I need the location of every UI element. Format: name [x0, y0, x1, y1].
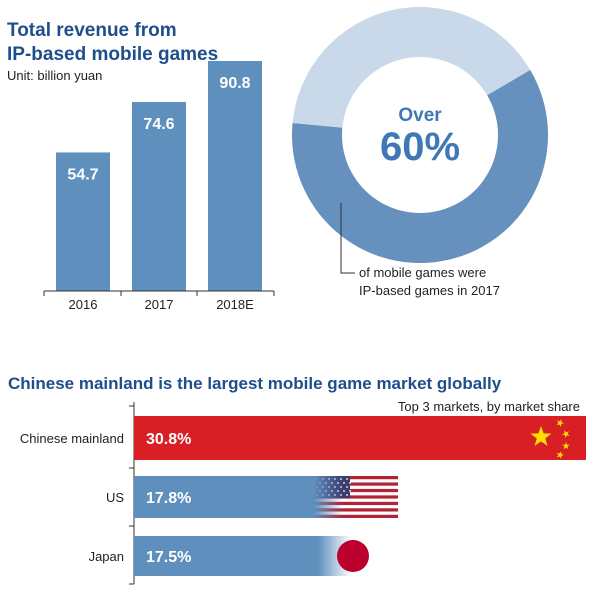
china-flag-small-stars — [556, 419, 570, 459]
us-flag-star-icon — [343, 482, 345, 484]
us-flag-star-icon — [331, 482, 333, 484]
chart-title-line-1: Total revenue from — [7, 20, 177, 41]
bar-group: 54.7 74.6 90.8 — [56, 61, 262, 291]
us-flag-star-icon — [346, 486, 348, 488]
us-flag-star-icon — [316, 494, 318, 496]
us-flag-star-icon — [319, 490, 321, 492]
x-tick-label: 2018E — [216, 297, 254, 312]
us-flag-star-icon — [346, 478, 348, 480]
y-category-label: Chinese mainland — [20, 431, 124, 446]
us-flag-stripe — [314, 492, 398, 496]
japan-flag — [318, 536, 392, 576]
hbar-group: 30.8% Chinese mainland 17.8% US 17.5% Japan — [20, 405, 586, 585]
us-flag-stars — [316, 478, 351, 496]
us-flag-star-icon — [349, 490, 351, 492]
us-flag-star-icon — [325, 482, 327, 484]
us-flag-stripe — [314, 511, 398, 516]
y-category-label: Japan — [89, 549, 124, 564]
bar-value-label: 54.7 — [67, 166, 98, 183]
y-category-label: US — [106, 490, 124, 505]
bar-2017 — [132, 102, 186, 291]
us-flag — [314, 476, 398, 519]
x-tick-label: 2016 — [69, 297, 98, 312]
us-flag-star-icon — [328, 478, 330, 480]
us-flag-star-icon — [346, 494, 348, 496]
us-flag-star-icon — [325, 490, 327, 492]
china-flag-big-star-icon — [530, 426, 552, 446]
us-flag-star-icon — [340, 486, 342, 488]
us-flag-star-icon — [331, 490, 333, 492]
hbar-value-label: 17.5% — [146, 549, 191, 566]
chart-subtitle: Top 3 markets, by market share — [398, 399, 580, 414]
us-flag-star-icon — [349, 482, 351, 484]
us-flag-stripe — [314, 485, 398, 490]
bar-value-label: 90.8 — [219, 75, 250, 92]
chart-title: Chinese mainland is the largest mobile g… — [8, 374, 502, 393]
hbar-value-label: 30.8% — [146, 431, 191, 448]
bar-2018E — [208, 61, 262, 291]
donut-center-label: Over — [398, 105, 442, 126]
market-share-bar-chart: Chinese mainland is the largest mobile g… — [8, 374, 586, 585]
us-flag-star-icon — [337, 490, 339, 492]
annotation-leader-line — [340, 203, 355, 274]
x-tick-label: 2017 — [145, 297, 174, 312]
us-flag-stripe — [314, 479, 398, 483]
us-flag-stripe — [314, 476, 398, 480]
us-flag-stripe — [314, 514, 398, 519]
us-flag-star-icon — [343, 490, 345, 492]
annotation-line-1: of mobile games were — [359, 265, 486, 280]
us-flag-star-icon — [334, 494, 336, 496]
us-flag-star-icon — [322, 486, 324, 488]
us-flag-star-icon — [322, 494, 324, 496]
donut-slice-2 — [292, 6, 531, 128]
us-flag-star-icon — [340, 478, 342, 480]
us-flag-canton — [314, 476, 350, 498]
us-flag-star-icon — [340, 494, 342, 496]
chart-title-line-2: IP-based mobile games — [7, 44, 218, 65]
us-flag-star-icon — [322, 478, 324, 480]
hbar-chinese-mainland — [134, 416, 586, 460]
china-flag — [530, 419, 570, 459]
us-flag-star-icon — [316, 478, 318, 480]
us-flag-star-icon — [334, 486, 336, 488]
us-flag-stripes — [314, 476, 398, 519]
donut-center-value: 60% — [380, 125, 460, 169]
us-flag-stripe — [314, 482, 398, 486]
japan-flag-sun-icon — [337, 540, 369, 572]
revenue-bar-chart: Total revenue from IP-based mobile games… — [7, 20, 275, 312]
us-flag-stripe — [314, 508, 398, 512]
us-flag-stripe — [314, 505, 398, 509]
us-flag-stripe — [314, 501, 398, 506]
us-flag-star-icon — [334, 478, 336, 480]
us-flag-stripe — [314, 498, 398, 503]
donut-group — [292, 6, 548, 263]
x-axis-ticks: 2016 2017 2018E — [43, 291, 275, 312]
ip-share-donut-chart: Over 60% of mobile games were IP-based g… — [292, 6, 548, 298]
us-flag-stripe — [314, 495, 398, 499]
us-flag-star-icon — [328, 494, 330, 496]
us-flag-stripe — [314, 488, 398, 493]
annotation-line-2: IP-based games in 2017 — [359, 283, 500, 298]
us-flag-star-icon — [328, 486, 330, 488]
china-flag-small-star-icon — [562, 442, 570, 450]
donut-slice-1 — [292, 69, 548, 263]
unit-label: Unit: billion yuan — [7, 68, 102, 83]
hbar-value-label: 17.8% — [146, 490, 191, 507]
us-flag-star-icon — [319, 482, 321, 484]
us-flag-star-icon — [337, 482, 339, 484]
china-flag-small-star-icon — [562, 430, 570, 438]
bar-2016 — [56, 152, 110, 291]
china-flag-small-star-icon — [556, 419, 564, 427]
china-flag-small-star-icon — [556, 451, 564, 459]
us-flag-star-icon — [316, 486, 318, 488]
bar-value-label: 74.6 — [143, 116, 174, 133]
